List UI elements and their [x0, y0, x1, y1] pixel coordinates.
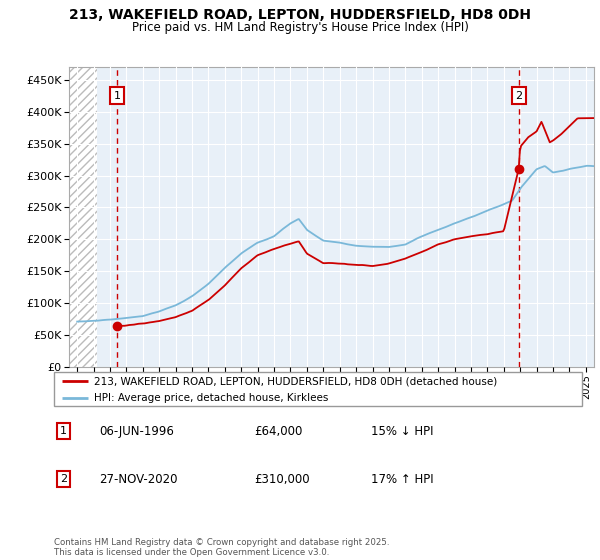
FancyBboxPatch shape: [54, 372, 582, 406]
Text: 213, WAKEFIELD ROAD, LEPTON, HUDDERSFIELD, HD8 0DH (detached house): 213, WAKEFIELD ROAD, LEPTON, HUDDERSFIEL…: [94, 376, 497, 386]
Bar: [69, 67, 97, 367]
Text: £64,000: £64,000: [254, 424, 303, 437]
Text: Contains HM Land Registry data © Crown copyright and database right 2025.
This d: Contains HM Land Registry data © Crown c…: [54, 538, 389, 557]
Text: 1: 1: [114, 91, 121, 101]
Text: 2: 2: [60, 474, 67, 484]
Text: £310,000: £310,000: [254, 473, 310, 486]
Text: 15% ↓ HPI: 15% ↓ HPI: [371, 424, 433, 437]
Text: 17% ↑ HPI: 17% ↑ HPI: [371, 473, 433, 486]
Text: 213, WAKEFIELD ROAD, LEPTON, HUDDERSFIELD, HD8 0DH: 213, WAKEFIELD ROAD, LEPTON, HUDDERSFIEL…: [69, 8, 531, 22]
Text: 2: 2: [515, 91, 522, 101]
Text: 1: 1: [60, 426, 67, 436]
Text: 06-JUN-1996: 06-JUN-1996: [99, 424, 174, 437]
Text: HPI: Average price, detached house, Kirklees: HPI: Average price, detached house, Kirk…: [94, 393, 328, 403]
Text: 27-NOV-2020: 27-NOV-2020: [99, 473, 178, 486]
Text: Price paid vs. HM Land Registry's House Price Index (HPI): Price paid vs. HM Land Registry's House …: [131, 21, 469, 34]
